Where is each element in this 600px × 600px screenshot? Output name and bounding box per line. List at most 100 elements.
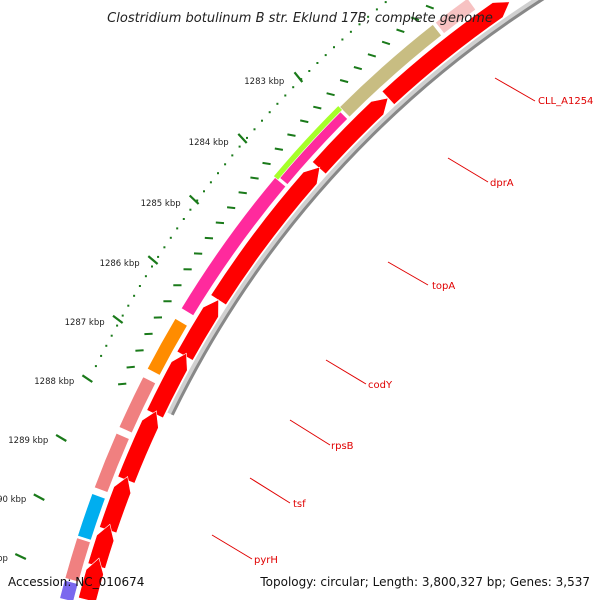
ruler-dot xyxy=(138,285,141,287)
gene-leader-line xyxy=(249,477,291,504)
ruler-label: 1291 kbp xyxy=(0,554,8,564)
gene-label-cll_a1254: CLL_A1254 xyxy=(538,96,593,107)
ruler-tick xyxy=(118,382,127,386)
ruler-dot xyxy=(276,102,279,105)
ruler-dot xyxy=(163,246,166,249)
ruler-major-tick xyxy=(55,433,67,442)
ruler-tick xyxy=(238,191,247,195)
ruler-dot xyxy=(246,136,248,139)
ruler-dot xyxy=(384,1,387,4)
ruler-label: 1284 kbp xyxy=(189,138,229,148)
ruler-dot xyxy=(341,38,344,41)
ruler-dot xyxy=(224,163,227,166)
feature-block xyxy=(64,537,91,583)
ruler-dot xyxy=(176,227,179,230)
cds-arrow xyxy=(210,166,321,306)
cds-arrow xyxy=(176,299,219,361)
genome-backbone xyxy=(170,0,545,416)
cds-arrow xyxy=(146,352,188,419)
ruler-dot xyxy=(261,119,263,122)
accession-text: Accession: NC_010674 xyxy=(8,575,144,589)
ruler-label: 1286 kbp xyxy=(100,259,140,269)
ruler-tick xyxy=(326,92,335,97)
ruler-dot xyxy=(284,94,287,97)
ruler-dot xyxy=(209,181,212,184)
ruler-dot xyxy=(324,54,327,57)
feature-block xyxy=(146,318,188,376)
cds-arrow xyxy=(311,97,389,175)
ruler-dot xyxy=(268,111,271,114)
ruler-dot xyxy=(349,30,352,33)
ruler-label: 1287 kbp xyxy=(65,318,105,328)
feature-block xyxy=(339,24,442,118)
ruler-label: 1283 kbp xyxy=(244,77,284,87)
ruler-dot xyxy=(333,46,335,49)
ruler-dot xyxy=(196,199,199,202)
cds-arrow xyxy=(381,1,511,106)
backbone-shadow xyxy=(167,0,541,415)
ruler-ticks xyxy=(14,4,435,560)
ruler-dot xyxy=(100,354,103,357)
ruler-dot xyxy=(110,334,113,337)
cds-arrow xyxy=(99,475,132,534)
ruler-dot xyxy=(217,172,219,175)
gene-label-topa: topA xyxy=(432,281,455,292)
ruler-major-tick xyxy=(112,314,124,324)
ruler-tick xyxy=(299,119,309,124)
ruler-dot xyxy=(308,70,311,72)
ruler-tick xyxy=(367,53,377,58)
map-title: Clostridium botulinum B str. Eklund 17B,… xyxy=(107,11,493,26)
ruler-dot xyxy=(121,314,124,317)
ruler-dot xyxy=(292,86,295,89)
ruler-dot xyxy=(127,304,130,307)
ruler-label: 1285 kbp xyxy=(141,199,181,209)
ruler-tick xyxy=(396,28,405,34)
feature-block xyxy=(118,376,157,434)
ruler-label: 1290 kbp xyxy=(0,495,26,505)
ruler-tick xyxy=(204,236,214,240)
ruler-dot xyxy=(157,255,160,258)
ruler-label: 1288 kbp xyxy=(34,377,74,387)
gene-label-tsf: tsf xyxy=(293,499,306,510)
gene-leader-line xyxy=(387,261,429,286)
gene-leader-line xyxy=(447,157,489,183)
ruler-major-tick xyxy=(33,493,45,501)
ruler-dot xyxy=(151,265,153,268)
gene-label-rpsb: rpsB xyxy=(331,441,354,452)
ruler-dot xyxy=(169,236,172,239)
ruler-major-tick xyxy=(237,133,248,144)
cds-arrow xyxy=(78,557,104,600)
cds-arrow xyxy=(117,410,159,484)
ruler-dot xyxy=(203,190,205,193)
ruler-tick xyxy=(274,147,284,151)
ruler-dot xyxy=(182,218,185,220)
forward-strand-features xyxy=(78,1,511,600)
ruler-dot xyxy=(316,62,319,64)
ruler-major-tick xyxy=(14,553,27,560)
ruler-tick xyxy=(126,365,135,369)
ruler-dot xyxy=(231,154,234,157)
gene-label-dpra: dprA xyxy=(490,178,514,189)
feature-block xyxy=(434,0,477,34)
ruler-tick xyxy=(381,40,391,46)
ruler-dot xyxy=(358,23,361,26)
ruler-tick xyxy=(262,161,271,166)
feature-block xyxy=(273,105,343,181)
ruler-labels: 1283 kbp 1284 kbp 1285 kbp 1286 kbp 1287 kbp… xyxy=(0,77,284,564)
ruler-tick xyxy=(313,105,322,110)
feature-block xyxy=(77,493,106,541)
ruler-major-tick xyxy=(147,255,159,265)
ruler-tick xyxy=(339,79,349,84)
ruler-dot xyxy=(94,365,97,368)
ruler-tick xyxy=(425,4,435,10)
summary-text: Topology: circular; Length: 3,800,327 bp… xyxy=(259,575,590,589)
ruler-label: 1289 kbp xyxy=(8,436,48,446)
ruler-dot xyxy=(253,128,256,131)
ruler-major-tick xyxy=(188,194,200,205)
ruler-dot xyxy=(238,145,241,148)
cds-arrow xyxy=(87,523,115,569)
ruler-tick xyxy=(250,176,259,180)
ruler-dots xyxy=(94,1,387,368)
gene-leader-line xyxy=(494,77,536,102)
